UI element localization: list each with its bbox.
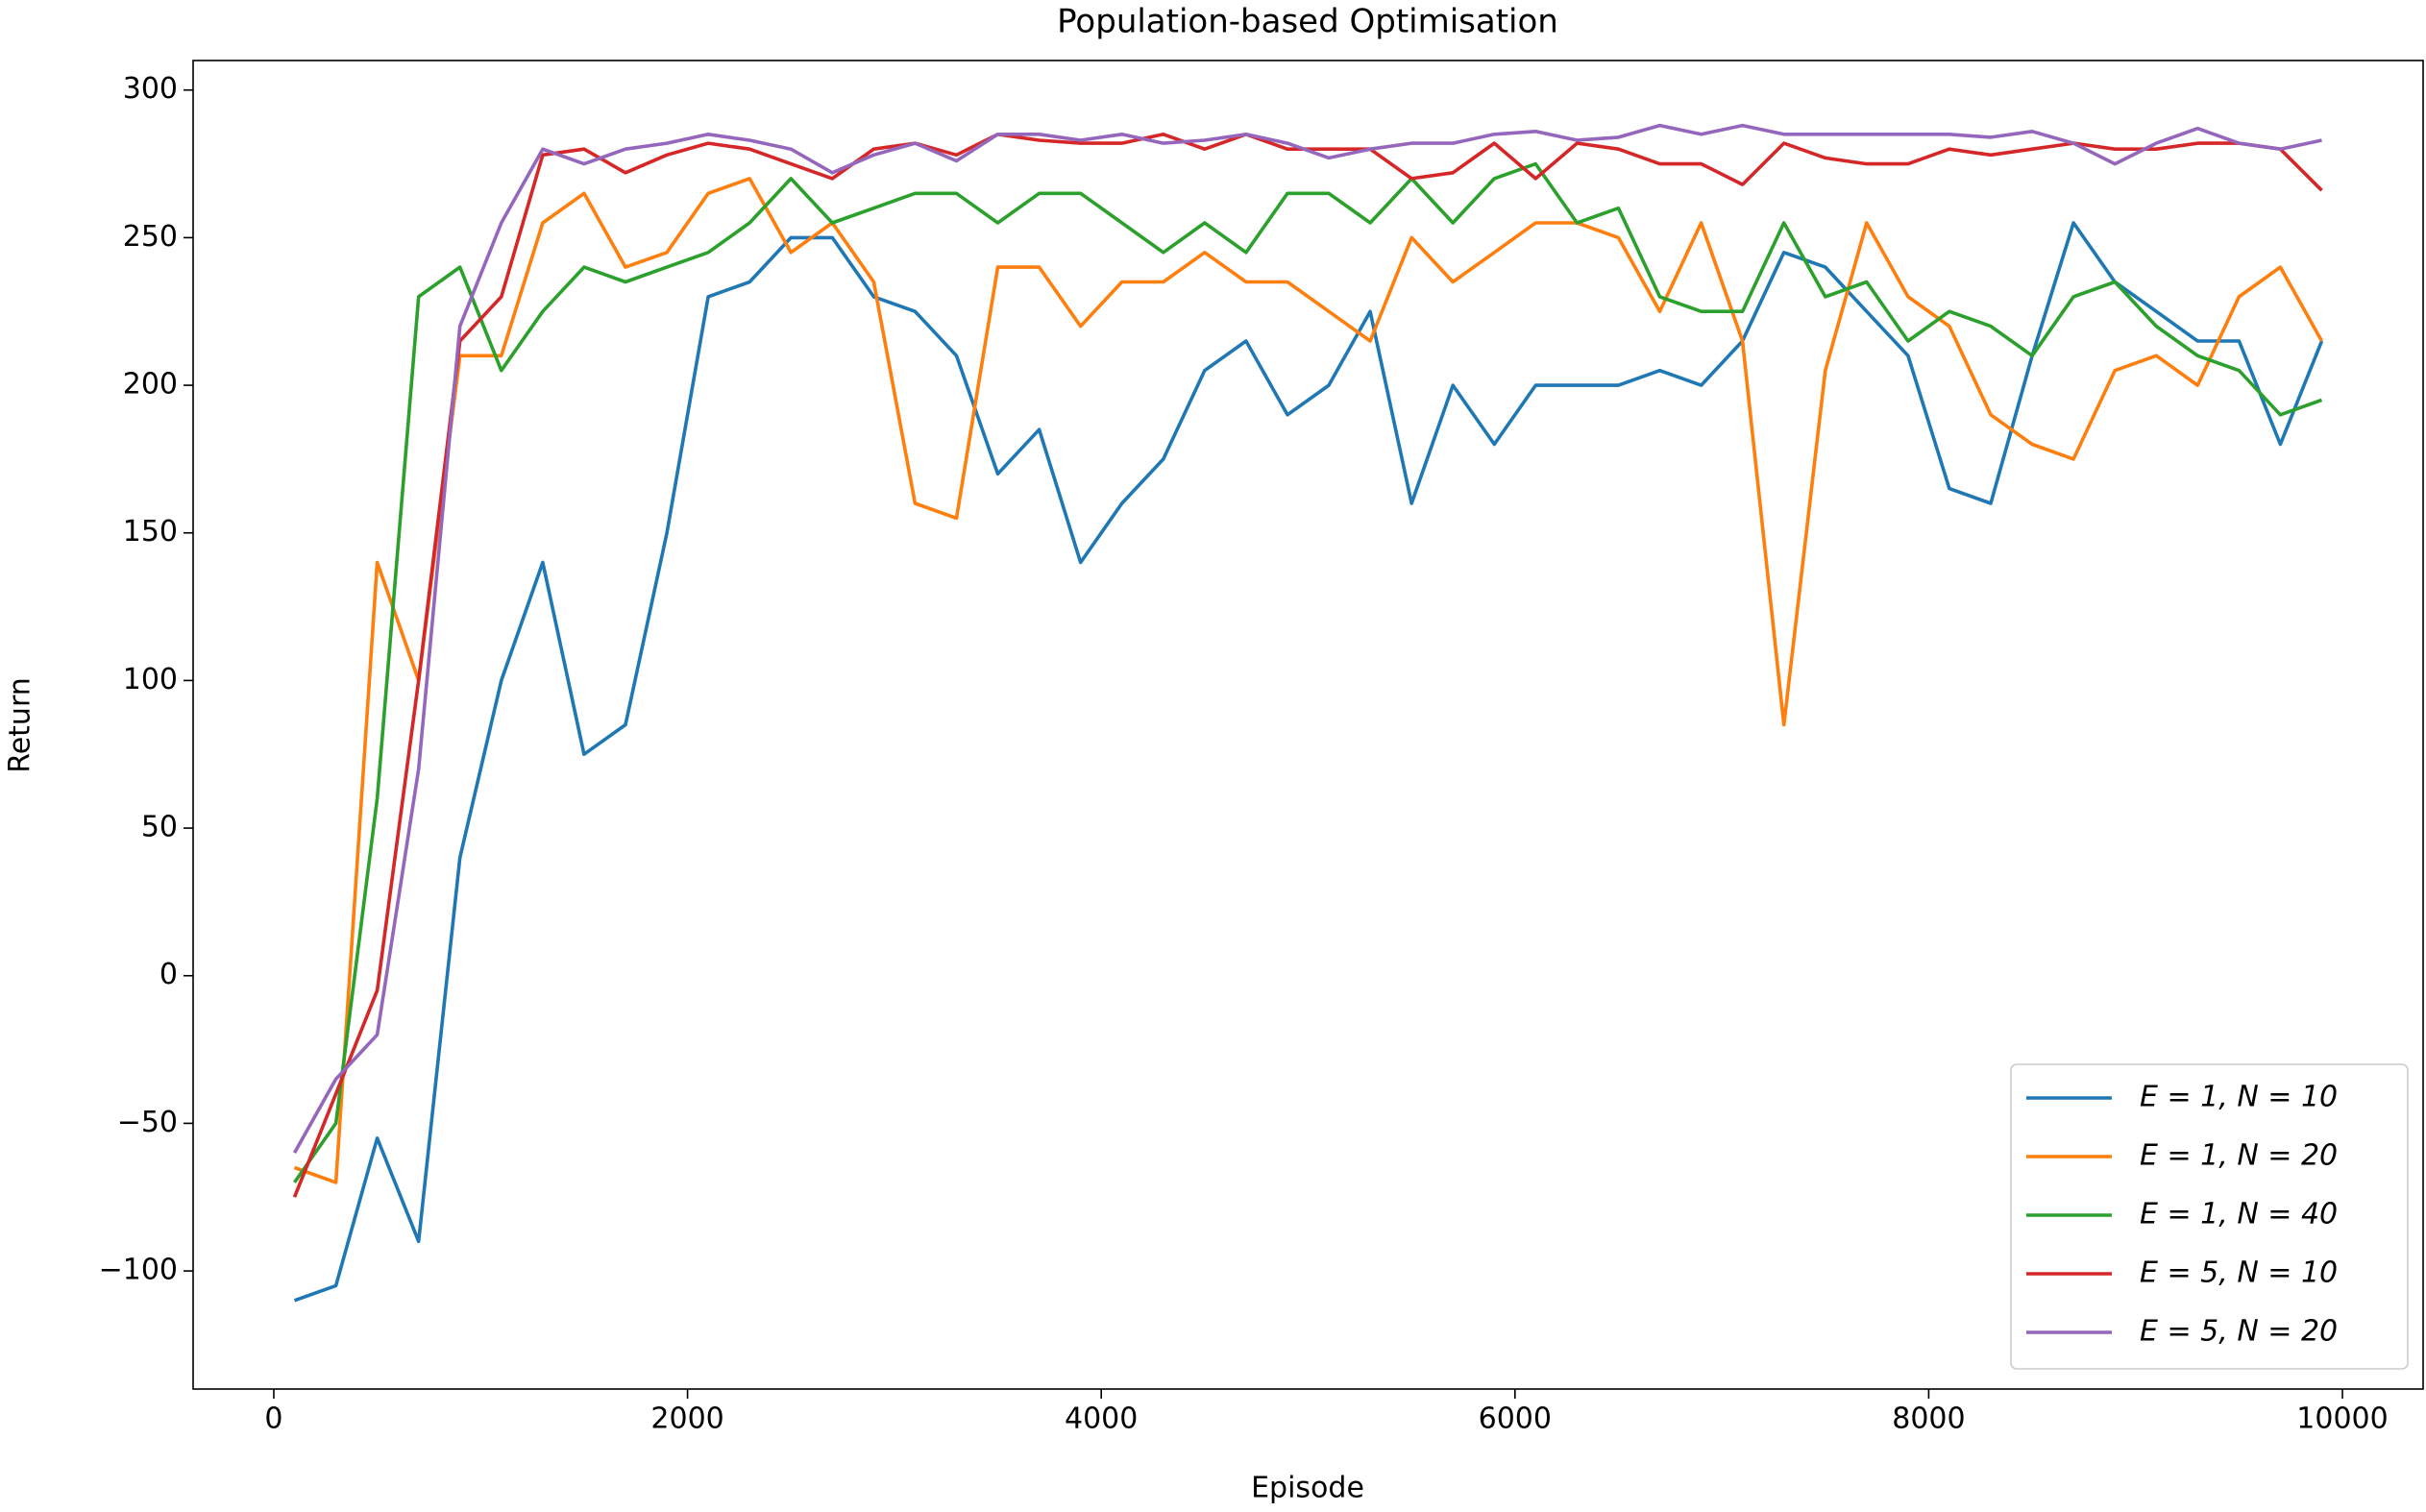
legend-label: E = 1, N = 40 <box>2140 1198 2338 1232</box>
legend-box <box>2010 1063 2409 1370</box>
series-line <box>293 221 2324 1303</box>
y-axis-label: Return <box>4 677 37 773</box>
x-tick-label: 4000 <box>1065 1402 1138 1436</box>
chart-title: Population-based Optimisation <box>1057 3 1558 41</box>
y-tick-label: −100 <box>99 1254 178 1287</box>
legend-label: E = 1, N = 10 <box>2140 1081 2338 1114</box>
y-tick-label: 200 <box>123 368 178 402</box>
y-tick-label: 50 <box>141 811 178 844</box>
y-tick-label: 150 <box>123 515 178 549</box>
x-tick-label: 6000 <box>1479 1402 1552 1436</box>
x-tick-label: 8000 <box>1892 1402 1965 1436</box>
series-line <box>292 133 2323 1198</box>
series-line <box>293 177 2324 1184</box>
y-tick-label: 250 <box>123 220 178 254</box>
y-tick-label: 300 <box>123 72 178 106</box>
series-line <box>292 123 2322 1154</box>
x-axis-label: Episode <box>1251 1472 1364 1505</box>
plot-frame <box>192 60 2424 1390</box>
y-tick-label: −50 <box>117 1106 178 1139</box>
legend-label: E = 5, N = 10 <box>2140 1256 2338 1290</box>
x-tick-label: 0 <box>264 1402 282 1436</box>
legend-label: E = 1, N = 20 <box>2140 1139 2338 1173</box>
legend-label: E = 5, N = 20 <box>2140 1315 2338 1349</box>
y-tick-label: 100 <box>123 663 178 696</box>
series-line <box>293 161 2323 1183</box>
y-tick-label: 0 <box>159 958 178 991</box>
x-tick-label: 2000 <box>650 1402 723 1436</box>
x-tick-label: 10000 <box>2296 1402 2388 1436</box>
